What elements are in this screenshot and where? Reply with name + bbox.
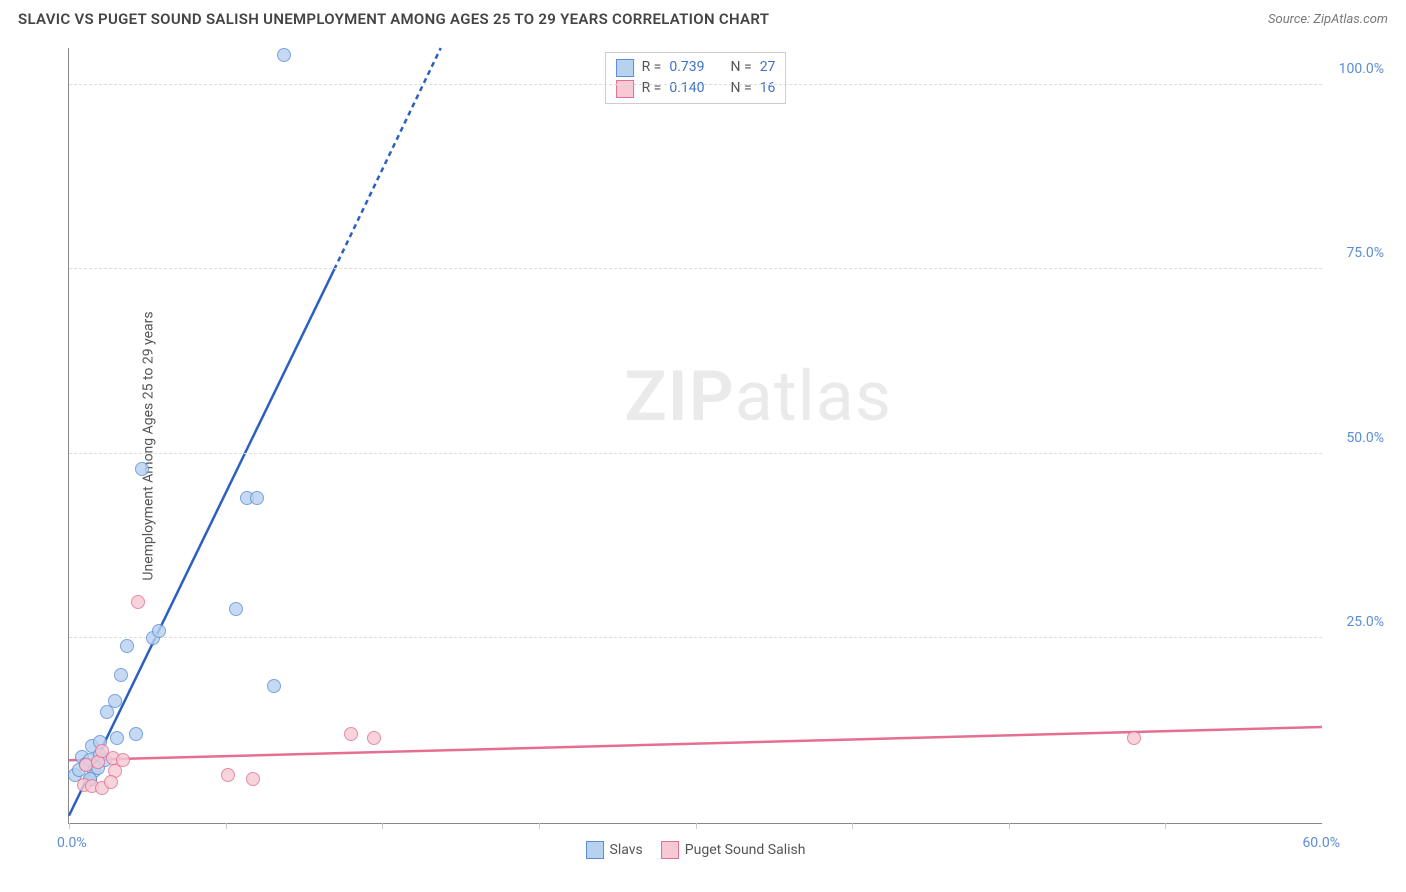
correlation-stats-box: R = 0.739 N = 27 R = 0.140 N = 16 [605,52,787,104]
data-point [110,731,124,745]
data-point [277,48,291,62]
n-value: 16 [760,78,776,99]
r-label: R = [642,78,662,99]
legend-swatch [661,841,679,859]
data-point [104,775,118,789]
x-tick [1165,823,1166,829]
n-value: 27 [760,57,776,78]
stats-row: R = 0.140 N = 16 [616,78,776,99]
chart-title: SLAVIC VS PUGET SOUND SALISH UNEMPLOYMEN… [18,10,769,28]
data-point [344,727,358,741]
r-value: 0.140 [669,78,704,99]
data-point [367,731,381,745]
data-point [120,639,134,653]
x-tick [69,823,70,829]
series-legend: Slavs Puget Sound Salish [586,841,806,859]
y-tick-label: 75.0% [1346,245,1384,261]
source-attribution: Source: ZipAtlas.com [1268,12,1388,27]
legend-swatch [616,80,634,98]
data-point [129,727,143,741]
x-axis-max-label: 60.0% [1302,835,1340,851]
gridline [69,84,1322,85]
n-label: N = [731,57,752,78]
data-point [135,462,149,476]
x-tick [382,823,383,829]
legend-swatch [616,59,634,77]
data-point [116,753,130,767]
gridline [69,637,1322,638]
y-tick-label: 50.0% [1346,430,1384,446]
gridline [69,268,1322,269]
legend-swatch [586,841,604,859]
data-point [267,679,281,693]
x-tick [539,823,540,829]
x-axis-min-label: 0.0% [57,835,87,851]
gridline [69,453,1322,454]
data-point [229,602,243,616]
data-point [250,491,264,505]
trend-lines [69,48,1322,823]
data-point [108,694,122,708]
n-label: N = [731,78,752,99]
r-label: R = [642,57,662,78]
data-point [152,624,166,638]
legend-label: Slavs [610,842,643,858]
chart-container: Unemployment Among Ages 25 to 29 years Z… [18,38,1392,854]
data-point [1127,731,1141,745]
data-point [246,772,260,786]
x-tick [226,823,227,829]
r-value: 0.739 [669,57,704,78]
plot-area: ZIPatlas R = 0.739N = 27R = 0.140N = 16 … [68,48,1322,824]
stats-row: R = 0.739 N = 27 [616,57,776,78]
data-point [114,668,128,682]
x-tick [696,823,697,829]
data-point [131,595,145,609]
x-tick [852,823,853,829]
data-point [221,768,235,782]
legend-item: Slavs [586,841,643,859]
x-tick [1009,823,1010,829]
y-tick-label: 100.0% [1339,61,1384,77]
watermark: ZIPatlas [624,356,892,438]
y-tick-label: 25.0% [1346,614,1384,630]
legend-label: Puget Sound Salish [685,842,806,858]
legend-item: Puget Sound Salish [661,841,806,859]
